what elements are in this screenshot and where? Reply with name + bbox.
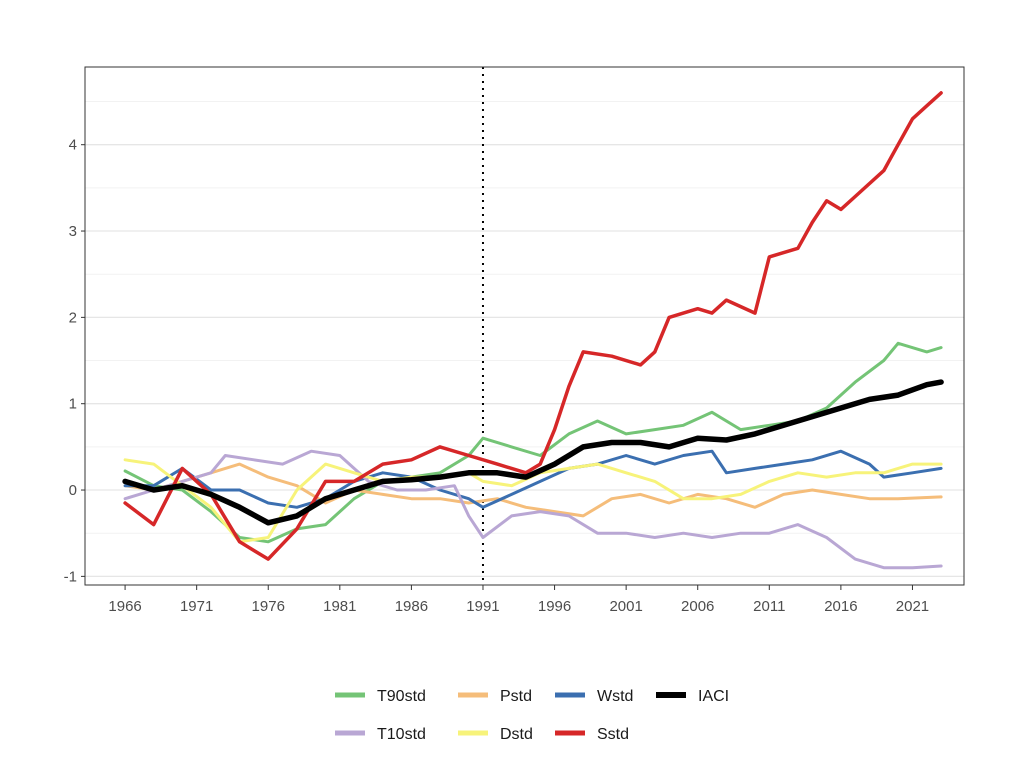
legend-label: IACI (698, 688, 729, 705)
series-line-sstd (123, 91, 943, 561)
y-tick-label: 1 (69, 396, 77, 413)
y-tick-label: 0 (69, 482, 77, 499)
x-tick-label: 1996 (538, 598, 571, 615)
legend-item-dstd: Dstd (458, 726, 533, 743)
legend: T90std Pstd Wstd IACI T10std Dstd Sstd (335, 688, 729, 743)
x-tick-label: 1981 (323, 598, 356, 615)
series-line-pstd (123, 462, 943, 518)
legend-item-t10std: T10std (335, 726, 426, 743)
series-line-t90std (123, 341, 943, 544)
x-tick-label: 1991 (466, 598, 499, 615)
legend-item-wstd: Wstd (555, 688, 633, 705)
y-tick-label: 2 (69, 309, 77, 326)
y-tick-label: 3 (69, 223, 77, 240)
x-tick-label: 2011 (753, 598, 785, 615)
legend-label: T10std (377, 726, 426, 743)
x-tick-label: 1971 (180, 598, 213, 615)
x-tick-label: 2021 (896, 598, 929, 615)
plot-panel (85, 67, 964, 585)
series-line-iaci (122, 379, 944, 526)
x-tick-label: 1986 (395, 598, 428, 615)
legend-label: Pstd (500, 688, 532, 705)
series-line-wstd (123, 449, 943, 509)
x-tick-label: 2006 (681, 598, 714, 615)
legend-item-iaci: IACI (656, 688, 729, 705)
legend-label: T90std (377, 688, 426, 705)
legend-item-t90std: T90std (335, 688, 426, 705)
series-lines (122, 91, 944, 570)
x-tick-label: 2016 (824, 598, 857, 615)
x-tick-label: 1966 (108, 598, 141, 615)
x-tick-label: 2001 (609, 598, 642, 615)
legend-item-sstd: Sstd (555, 726, 629, 743)
plot-border (84, 66, 965, 586)
legend-label: Sstd (597, 726, 629, 743)
x-tick-label: 1976 (252, 598, 285, 615)
legend-item-pstd: Pstd (458, 688, 532, 705)
series-line-t10std (123, 449, 943, 570)
x-axis: 1966 1971 1976 1981 1986 1991 1996 2001 2006 2011… (108, 585, 929, 615)
legend-label: Wstd (597, 688, 633, 705)
y-tick-label: 4 (69, 137, 77, 154)
legend-label: Dstd (500, 726, 533, 743)
y-axis: -1 0 1 2 3 4 (64, 137, 85, 585)
y-tick-label: -1 (64, 568, 77, 585)
